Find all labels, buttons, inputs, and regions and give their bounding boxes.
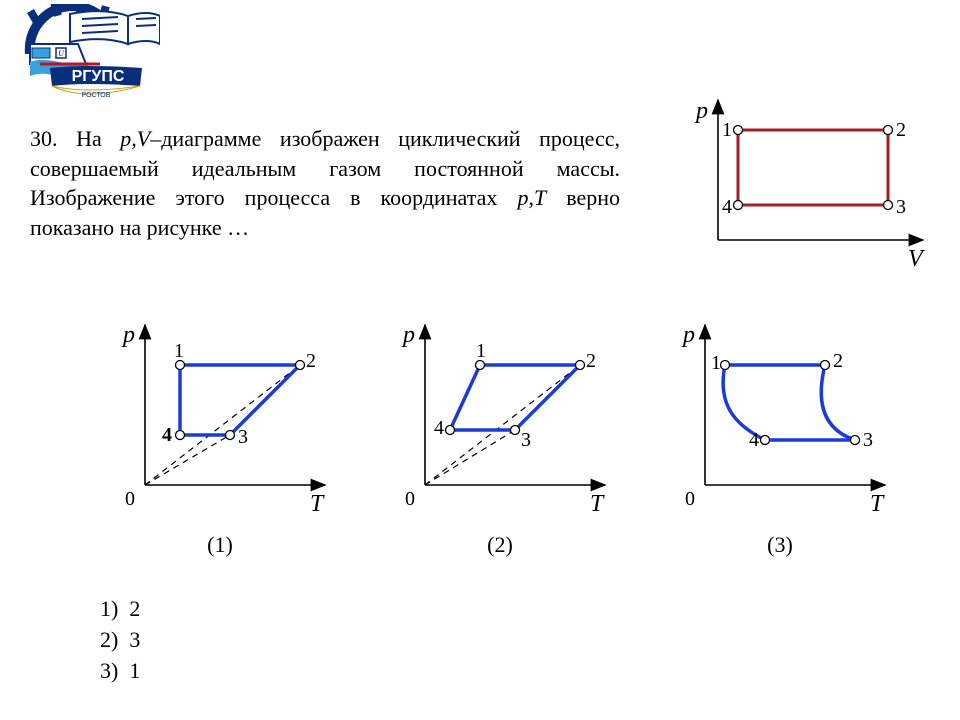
svg-text:0: 0 [685,488,695,510]
svg-text:3: 3 [863,429,873,451]
svg-text:3: 3 [896,196,906,218]
university-logo: U РГУПС РОСТОВ [10,4,160,110]
answer-options: 1) 2 2) 3 3) 1 [100,594,140,686]
svg-text:p: p [681,322,695,348]
pt-caption-3: (3) [660,532,900,558]
pt-symbol: p,T [517,185,546,210]
svg-text:4: 4 [749,429,759,451]
svg-text:0: 0 [125,488,135,510]
pv-diagram: p V 1 2 3 4 [678,90,938,286]
svg-text:3: 3 [238,426,248,448]
svg-text:4: 4 [722,196,732,218]
svg-text:1: 1 [476,340,486,362]
svg-text:1: 1 [722,119,732,141]
pv-symbol: p,V [120,126,150,151]
svg-text:p: p [121,322,135,348]
svg-text:T: T [590,491,605,517]
svg-text:2: 2 [833,350,843,372]
answer-3: 3) 1 [100,656,140,687]
logo-text-rostov: РОСТОВ [82,92,111,99]
svg-text:1: 1 [711,352,721,374]
svg-text:0: 0 [405,488,415,510]
pt-diagram-1: p T 0 1 2 3 4 (1) [100,310,340,558]
svg-text:T: T [870,491,885,517]
pt-diagrams-row: p T 0 1 2 3 4 (1) p T 0 1 2 3 4 (2) p T 0 1 2 3 4 (3) [100,310,900,558]
answer-2: 2) 3 [100,625,140,656]
svg-text:3: 3 [521,429,531,451]
svg-text:2: 2 [586,350,596,372]
svg-text:p: p [694,98,708,124]
answer-1: 1) 2 [100,594,140,625]
svg-text:T: T [310,491,325,517]
pt-diagram-3: p T 0 1 2 3 4 (3) [660,310,900,558]
svg-text:1: 1 [174,340,184,362]
svg-text:V: V [908,246,925,272]
question-text: 30. На p,V–диаграмме изображен циклическ… [30,124,620,243]
pt-caption-1: (1) [100,532,340,558]
svg-text:4: 4 [434,417,444,439]
pt-caption-2: (2) [380,532,620,558]
svg-text:4: 4 [162,424,172,446]
pt-diagram-2: p T 0 1 2 3 4 (2) [380,310,620,558]
svg-text:2: 2 [306,350,316,372]
question-number: 30. [30,126,58,151]
logo-text-rgups: РГУПС [72,68,125,85]
svg-text:2: 2 [896,119,906,141]
svg-text:p: p [401,322,415,348]
